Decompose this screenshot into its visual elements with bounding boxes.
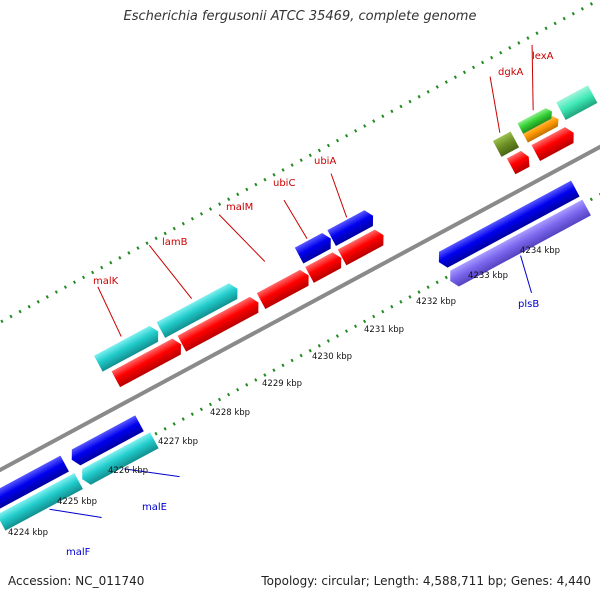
gene-arrow-mint — [556, 85, 598, 120]
gene-label-lexA: lexA — [532, 51, 554, 62]
label-leader-lines — [49, 44, 534, 518]
scale-label: 4227 kbp — [158, 437, 198, 447]
gene-arrow-malF-cyan — [0, 473, 83, 531]
gene-labels-forward: malK lamB malM ubiC ubiA dgkA lexA — [93, 51, 554, 287]
gene-label-malF: malF — [66, 547, 91, 558]
reverse-strand-genes — [0, 180, 591, 531]
gene-arrow-lamB-cyan — [156, 283, 238, 338]
gene-arrow-ubiA-blue — [327, 210, 374, 246]
gene-arrow-lexA-green — [517, 108, 552, 134]
scale-label: 4229 kbp — [262, 379, 302, 389]
gene-arrow-lamB — [177, 296, 259, 352]
scale-label: 4225 kbp — [57, 497, 97, 507]
genome-backbone — [0, 107, 600, 482]
inner-tick-track — [45, 145, 600, 495]
leader-line-malE — [124, 468, 180, 478]
accession-label: Accession: NC_011740 — [8, 574, 145, 588]
gene-label-malK: malK — [93, 276, 119, 287]
scale-label: 4233 kbp — [468, 271, 508, 281]
gene-arrow-ubiC — [305, 252, 342, 283]
scale-label: 4228 kbp — [210, 408, 250, 418]
scale-label: 4232 kbp — [416, 297, 456, 307]
genome-summary-label: Topology: circular; Length: 4,588,711 bp… — [261, 574, 591, 588]
gene-label-plsB: plsB — [518, 299, 539, 310]
gene-arrow-plsB-blue — [438, 180, 580, 268]
gene-label-malM: malM — [226, 202, 253, 213]
gene-label-lamB: lamB — [162, 237, 188, 248]
gene-arrow-malE-blue — [71, 415, 144, 466]
scale-label: 4230 kbp — [312, 352, 352, 362]
gene-arrow-ubiA — [337, 229, 384, 266]
gene-arrow-malM — [256, 269, 309, 309]
gene-arrow-malK-cyan — [94, 325, 159, 372]
gene-arrow-plsB-purple — [450, 199, 591, 287]
gene-arrow-malK — [111, 338, 181, 388]
scale-label: 4231 kbp — [364, 325, 404, 335]
leader-line-lamB — [148, 245, 193, 299]
gene-arrow-dgkA — [506, 150, 530, 175]
gene-arrow-malF-blue — [0, 455, 69, 512]
leader-line-lexA — [531, 44, 534, 111]
gene-label-dgkA: dgkA — [498, 67, 523, 78]
gene-arrow-malE-cyan — [82, 432, 159, 485]
gene-arrow-dgkA-olive — [492, 131, 520, 157]
scale-label: 4226 kbp — [108, 466, 148, 476]
forward-strand-genes — [94, 85, 598, 388]
gene-labels-reverse: malE malF plsB — [66, 299, 539, 558]
leader-line-ubiC — [283, 199, 308, 240]
scale-label: 4234 kbp — [520, 246, 560, 256]
gene-label-ubiA: ubiA — [314, 156, 336, 167]
gene-arrow-lexA-orange — [522, 115, 559, 143]
leader-line-malF — [49, 508, 102, 518]
gene-arrow-lexA — [531, 127, 574, 162]
map-content — [0, 0, 600, 531]
leader-line-dgkA — [489, 76, 501, 133]
gene-arrow-ubiC-blue — [294, 232, 331, 264]
scale-label: 4224 kbp — [8, 528, 48, 538]
gene-label-malE: malE — [142, 502, 167, 513]
map-title: Escherichia fergusonii ATCC 35469, compl… — [123, 9, 477, 24]
leader-line-malM — [218, 214, 266, 262]
leader-line-plsB — [520, 255, 533, 293]
gene-label-ubiC: ubiC — [273, 178, 295, 189]
outer-tick-track — [0, 0, 600, 343]
leader-line-malK — [97, 286, 122, 337]
scale-labels: 4224 kbp 4225 kbp 4226 kbp 4227 kbp 4228… — [8, 246, 560, 538]
leader-line-ubiA — [330, 173, 348, 218]
